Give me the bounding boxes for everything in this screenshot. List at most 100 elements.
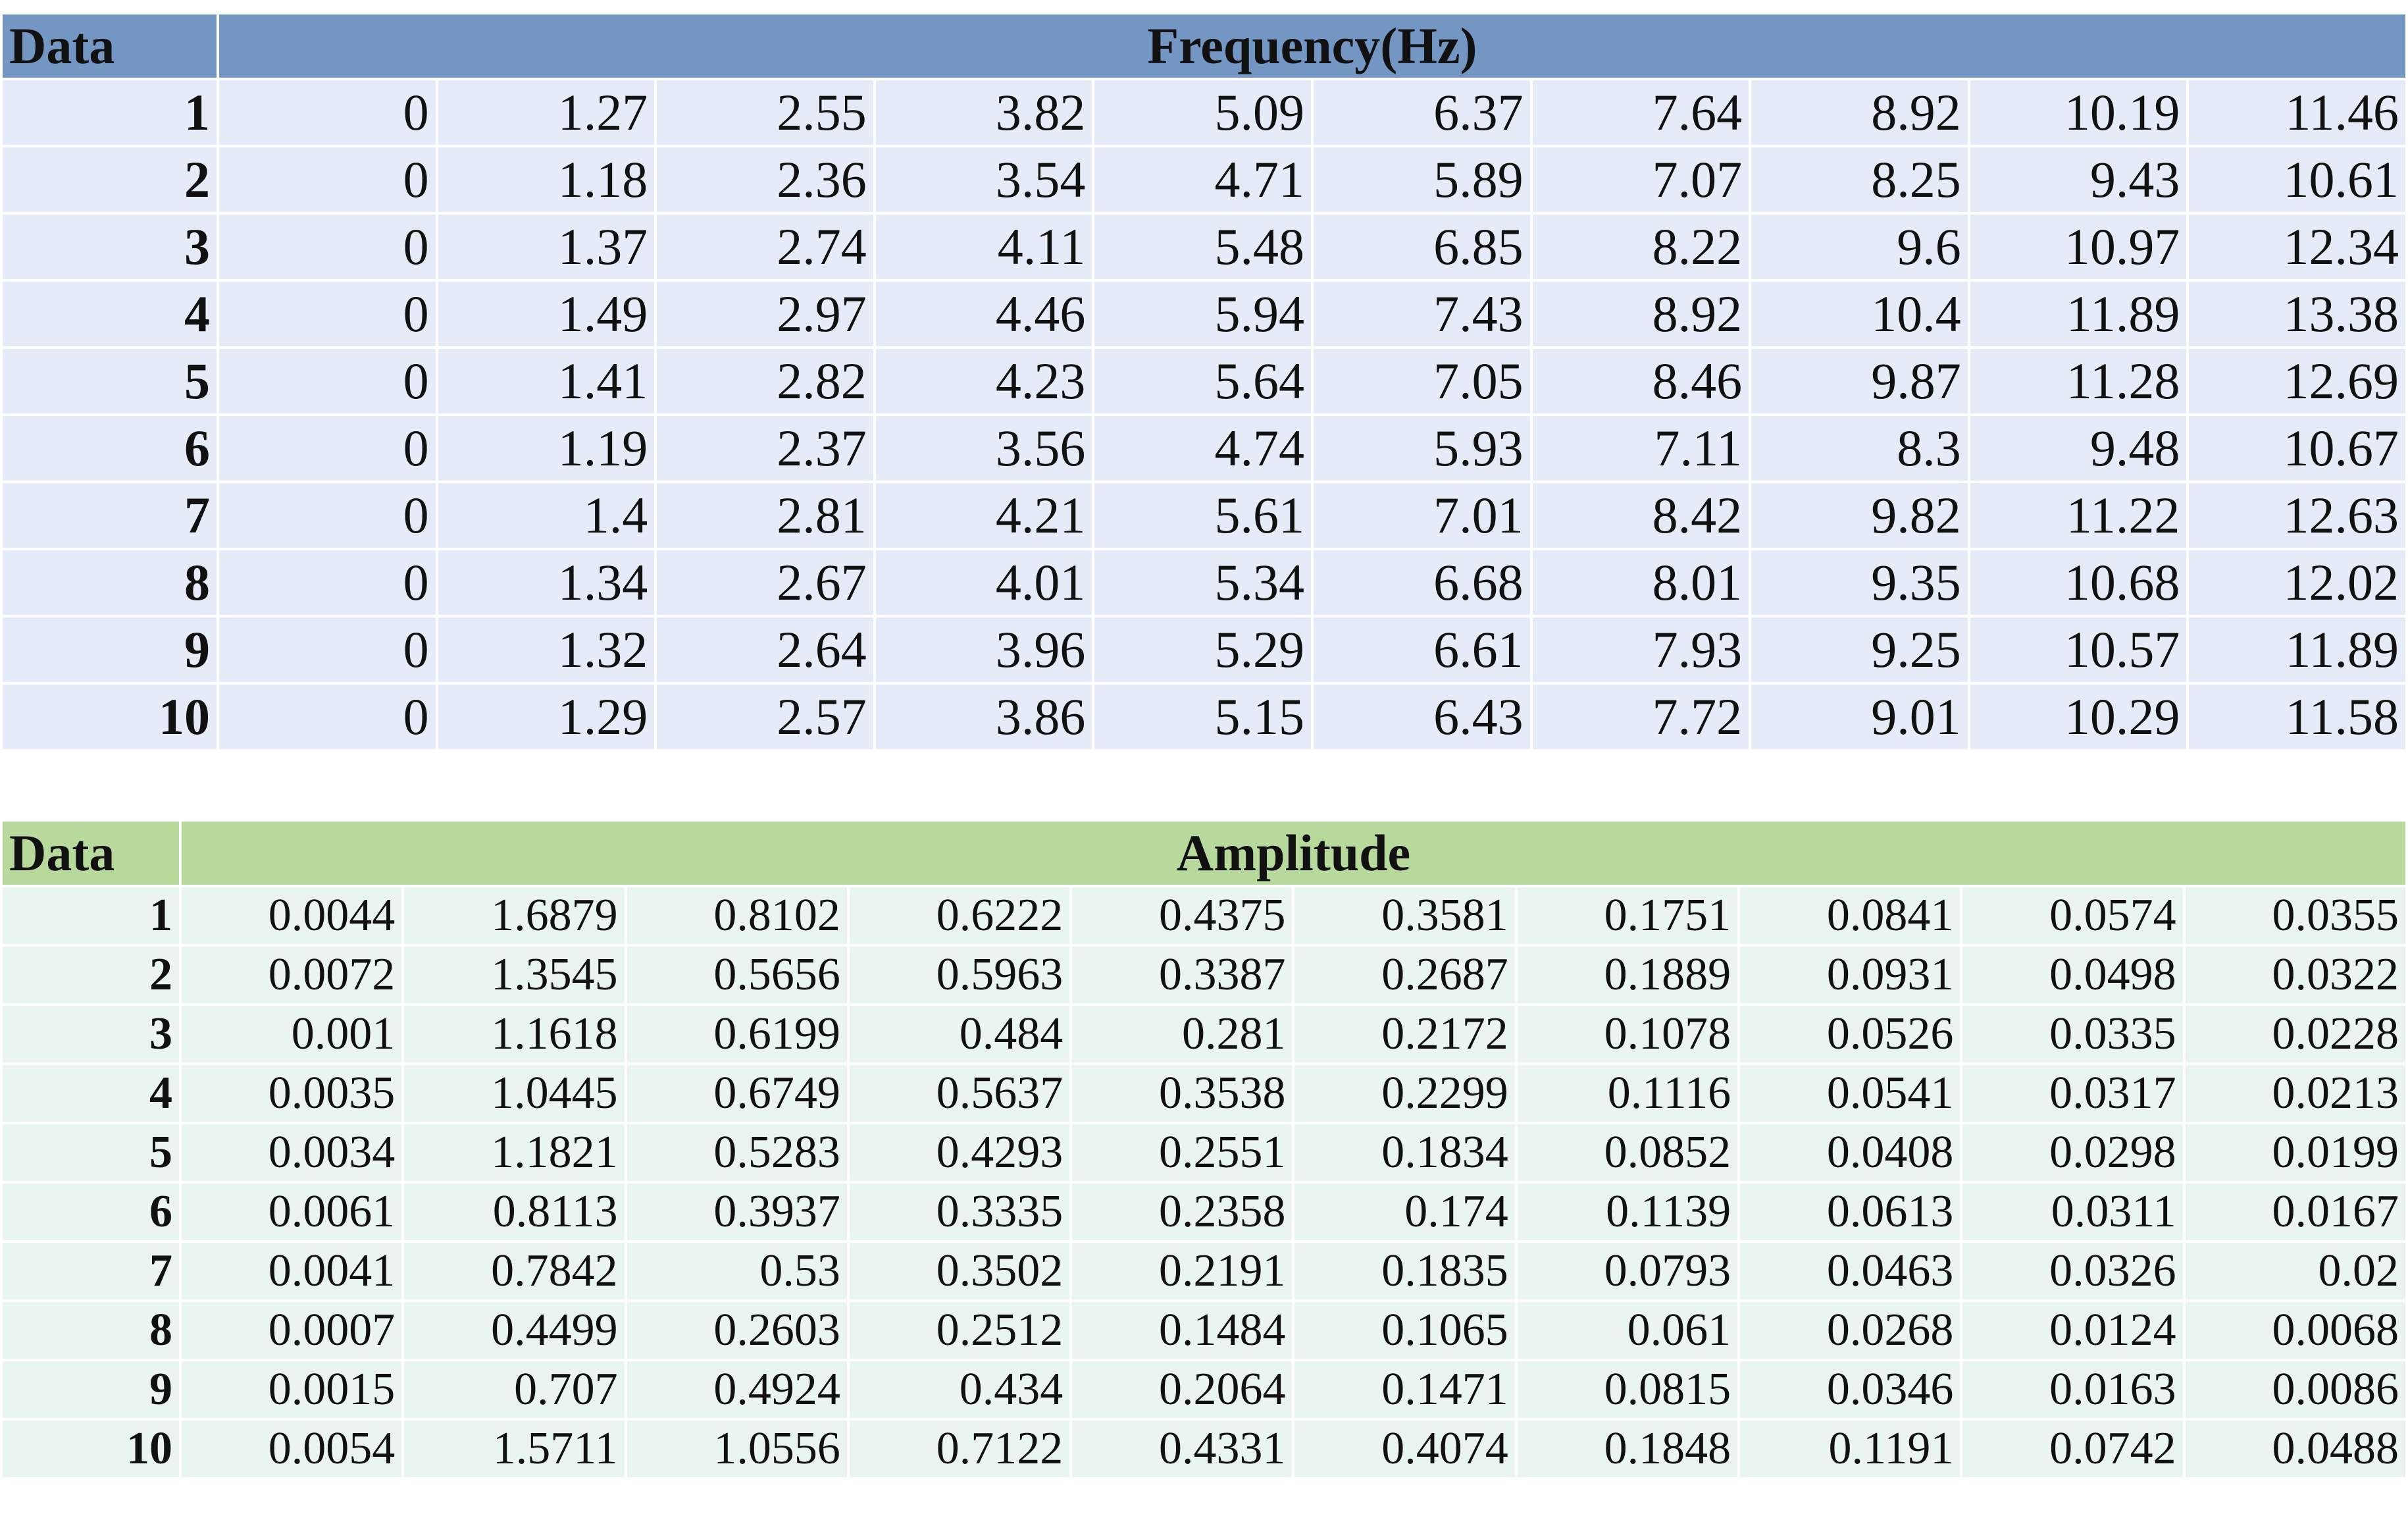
frequency-cell: 2.74 — [657, 215, 873, 279]
frequency-cell: 12.69 — [2189, 349, 2405, 413]
amplitude-row: 2 0.0072 1.3545 0.5656 0.5963 0.3387 0.2687 0.1… — [3, 947, 2405, 1003]
frequency-row: 3 0 1.37 2.74 4.11 5.48 6.85 8.22 9.6 10.97 12.34 — [3, 215, 2405, 279]
frequency-cell: 12.63 — [2189, 483, 2405, 548]
amplitude-cell: 0.2191 — [1072, 1243, 1293, 1299]
amplitude-cell: 0.7122 — [849, 1421, 1070, 1477]
frequency-cell: 6.43 — [1313, 685, 1530, 749]
frequency-cell: 4.71 — [1094, 147, 1311, 212]
amplitude-cell: 0.0015 — [182, 1361, 402, 1418]
frequency-cell: 1.41 — [438, 349, 655, 413]
frequency-cell: 2.81 — [657, 483, 873, 548]
frequency-cell: 0 — [219, 550, 436, 615]
frequency-cell: 1.49 — [438, 282, 655, 346]
frequency-row: 10 0 1.29 2.57 3.86 5.15 6.43 7.72 9.01 10.29 11.5… — [3, 685, 2405, 749]
frequency-data-header: Data — [3, 14, 217, 78]
frequency-cell: 2.36 — [657, 147, 873, 212]
frequency-cell: 2.97 — [657, 282, 873, 346]
frequency-cell: 5.93 — [1313, 416, 1530, 481]
frequency-row: 8 0 1.34 2.67 4.01 5.34 6.68 8.01 9.35 10.68 12.02 — [3, 550, 2405, 615]
frequency-cell: 5.15 — [1094, 685, 1311, 749]
frequency-cell: 8.92 — [1751, 80, 1968, 145]
frequency-row-label: 4 — [3, 282, 217, 346]
frequency-cell: 2.82 — [657, 349, 873, 413]
amplitude-row: 3 0.001 1.1618 0.6199 0.484 0.281 0.2172 0.1078… — [3, 1006, 2405, 1062]
amplitude-cell: 0.0163 — [1962, 1361, 2183, 1418]
frequency-row: 1 0 1.27 2.55 3.82 5.09 6.37 7.64 8.92 10.19 11.46 — [3, 80, 2405, 145]
amplitude-cell: 1.0445 — [404, 1065, 625, 1122]
amplitude-cell: 0.1471 — [1294, 1361, 1515, 1418]
frequency-table: Data Frequency(Hz) 1 0 1.27 2.55 3.82 5.09 6.3… — [0, 12, 2408, 752]
amplitude-row-label: 5 — [3, 1124, 179, 1181]
amplitude-cell: 0.6199 — [627, 1006, 847, 1062]
frequency-cell: 0 — [219, 685, 436, 749]
frequency-cell: 5.09 — [1094, 80, 1311, 145]
frequency-cell: 3.56 — [875, 416, 1092, 481]
frequency-cell: 1.37 — [438, 215, 655, 279]
frequency-cell: 1.27 — [438, 80, 655, 145]
frequency-cell: 3.96 — [875, 617, 1092, 682]
amplitude-cell: 0.0044 — [182, 887, 402, 944]
frequency-title-header: Frequency(Hz) — [219, 14, 2405, 78]
amplitude-cell: 0.0199 — [2185, 1124, 2405, 1181]
frequency-cell: 9.6 — [1751, 215, 1968, 279]
frequency-cell: 8.22 — [1532, 215, 1749, 279]
frequency-cell: 5.48 — [1094, 215, 1311, 279]
frequency-cell: 8.92 — [1532, 282, 1749, 346]
amplitude-cell: 0.0034 — [182, 1124, 402, 1181]
frequency-cell: 0 — [219, 483, 436, 548]
amplitude-cell: 1.6879 — [404, 887, 625, 944]
frequency-cell: 9.35 — [1751, 550, 1968, 615]
amplitude-cell: 0.0054 — [182, 1421, 402, 1477]
frequency-row-label: 2 — [3, 147, 217, 212]
amplitude-cell: 0.0124 — [1962, 1302, 2183, 1359]
amplitude-row-label: 2 — [3, 947, 179, 1003]
amplitude-cell: 0.0322 — [2185, 947, 2405, 1003]
amplitude-cell: 0.707 — [404, 1361, 625, 1418]
frequency-cell: 9.87 — [1751, 349, 1968, 413]
frequency-cell: 1.29 — [438, 685, 655, 749]
amplitude-row: 5 0.0034 1.1821 0.5283 0.4293 0.2551 0.1834 0.0… — [3, 1124, 2405, 1181]
amplitude-cell: 0.0408 — [1740, 1124, 1960, 1181]
frequency-row: 4 0 1.49 2.97 4.46 5.94 7.43 8.92 10.4 11.89 13.38 — [3, 282, 2405, 346]
amplitude-cell: 0.0007 — [182, 1302, 402, 1359]
frequency-cell: 12.02 — [2189, 550, 2405, 615]
amplitude-row-label: 1 — [3, 887, 179, 944]
frequency-row-label: 8 — [3, 550, 217, 615]
frequency-cell: 10.19 — [1970, 80, 2187, 145]
amplitude-row-label: 6 — [3, 1184, 179, 1240]
amplitude-cell: 0.1834 — [1294, 1124, 1515, 1181]
amplitude-cell: 0.4074 — [1294, 1421, 1515, 1477]
frequency-row: 9 0 1.32 2.64 3.96 5.29 6.61 7.93 9.25 10.57 11.89 — [3, 617, 2405, 682]
frequency-cell: 9.25 — [1751, 617, 1968, 682]
amplitude-cell: 0.0298 — [1962, 1124, 2183, 1181]
frequency-cell: 3.86 — [875, 685, 1092, 749]
frequency-cell: 10.4 — [1751, 282, 1968, 346]
amplitude-row: 4 0.0035 1.0445 0.6749 0.5637 0.3538 0.2299 0.1… — [3, 1065, 2405, 1122]
amplitude-cell: 0.1078 — [1517, 1006, 1738, 1062]
frequency-cell: 9.01 — [1751, 685, 1968, 749]
amplitude-row: 1 0.0044 1.6879 0.8102 0.6222 0.4375 0.3581 0.1… — [3, 887, 2405, 944]
frequency-cell: 4.46 — [875, 282, 1092, 346]
frequency-cell: 4.01 — [875, 550, 1092, 615]
amplitude-cell: 0.02 — [2185, 1243, 2405, 1299]
amplitude-row-label: 4 — [3, 1065, 179, 1122]
amplitude-row: 7 0.0041 0.7842 0.53 0.3502 0.2191 0.1835 0.079… — [3, 1243, 2405, 1299]
amplitude-cell: 0.174 — [1294, 1184, 1515, 1240]
amplitude-cell: 0.0346 — [1740, 1361, 1960, 1418]
frequency-cell: 9.82 — [1751, 483, 1968, 548]
amplitude-cell: 0.0574 — [1962, 887, 2183, 944]
frequency-cell: 2.55 — [657, 80, 873, 145]
frequency-cell: 0 — [219, 349, 436, 413]
amplitude-row-label: 7 — [3, 1243, 179, 1299]
frequency-cell: 5.61 — [1094, 483, 1311, 548]
amplitude-row: 9 0.0015 0.707 0.4924 0.434 0.2064 0.1471 0.081… — [3, 1361, 2405, 1418]
amplitude-cell: 0.0086 — [2185, 1361, 2405, 1418]
amplitude-row: 6 0.0061 0.8113 0.3937 0.3335 0.2358 0.174 0.11… — [3, 1184, 2405, 1240]
amplitude-cell: 0.4293 — [849, 1124, 1070, 1181]
amplitude-cell: 0.3387 — [1072, 947, 1293, 1003]
amplitude-cell: 0.3937 — [627, 1184, 847, 1240]
amplitude-table: Data Amplitude 1 0.0044 1.6879 0.8102 0.6222… — [0, 819, 2408, 1480]
frequency-cell: 7.93 — [1532, 617, 1749, 682]
amplitude-row-label: 8 — [3, 1302, 179, 1359]
amplitude-cell: 0.8113 — [404, 1184, 625, 1240]
